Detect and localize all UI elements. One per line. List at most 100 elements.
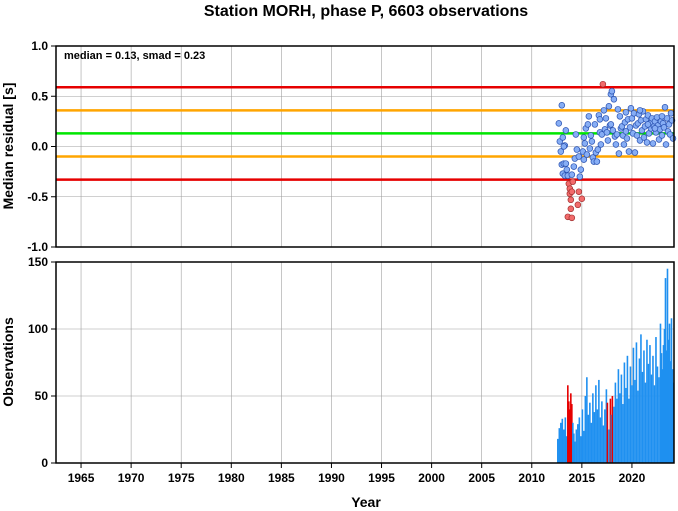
observation-bar <box>604 409 606 463</box>
residual-point <box>662 141 670 148</box>
observations-y-tick-label: 150 <box>28 255 48 269</box>
observation-bar <box>573 433 575 463</box>
observation-bar <box>602 425 605 463</box>
year-x-tick-label: 2020 <box>619 471 646 485</box>
observation-bar <box>669 361 672 463</box>
outlier-observation-bar <box>569 409 571 463</box>
residual-point <box>580 134 588 141</box>
residual-point <box>660 124 668 131</box>
residual-point <box>633 132 641 139</box>
observations-frame <box>55 261 675 464</box>
residual-point <box>625 148 633 155</box>
observation-bar <box>593 412 596 463</box>
residual-point <box>607 121 615 128</box>
observation-bar <box>660 353 663 463</box>
outlier-point <box>569 178 577 185</box>
observation-bar <box>577 424 579 463</box>
residual-point <box>669 135 677 142</box>
residual-y-tick-label: -0.5 <box>27 190 48 204</box>
outlier-point <box>568 214 576 222</box>
outlier-observation-bar <box>571 404 573 463</box>
observation-bar <box>586 377 588 463</box>
observation-bar <box>670 318 673 463</box>
year-x-tick-label: 1995 <box>368 471 395 485</box>
year-x-tick-label: 1975 <box>168 471 195 485</box>
observation-bar <box>564 417 567 463</box>
residual-point <box>563 166 571 173</box>
observation-bar <box>599 417 602 463</box>
observations-y-tick-label: 0 <box>41 456 48 470</box>
outlier-point <box>567 205 575 213</box>
observation-bar <box>663 329 666 463</box>
observation-bar <box>589 402 591 463</box>
residual-point <box>626 124 634 131</box>
observations-panel: 150 100 50 0 1965 1970 1975 1980 1985 1990 1995 20… <box>0 255 675 510</box>
residual-point <box>612 141 620 148</box>
observations-y-ticks: 150 100 50 0 <box>28 255 56 470</box>
observation-bar <box>652 355 654 463</box>
observation-bar <box>617 369 620 463</box>
outlier-observation-bar <box>611 396 614 463</box>
residual-point <box>559 134 567 141</box>
observation-bar <box>662 345 665 463</box>
observations-grid <box>56 261 674 464</box>
outlier-observation-bar <box>570 393 572 463</box>
outlier-observation-bar <box>606 402 609 463</box>
residual-point <box>602 115 610 122</box>
observation-bar <box>631 385 633 463</box>
year-x-tick-label: 2015 <box>568 471 595 485</box>
outlier-point <box>574 201 582 209</box>
residual-point <box>615 150 623 157</box>
residual-point <box>557 148 565 155</box>
observation-bar <box>590 422 593 463</box>
residual-point <box>581 140 589 147</box>
observation-bar <box>665 350 668 463</box>
residual-point <box>555 120 563 127</box>
observation-bar <box>629 366 632 463</box>
observation-bar <box>561 418 564 463</box>
residual-y-ticks: 1.0 0.5 0.0 -0.5 -1.0 <box>27 39 56 254</box>
year-x-tick-label: 2010 <box>518 471 545 485</box>
residual-point <box>594 146 602 153</box>
observation-bar <box>584 396 587 463</box>
residual-point <box>667 110 675 117</box>
year-x-tick-label: 1965 <box>68 471 95 485</box>
residual-point <box>661 104 669 111</box>
observations-y-tick-label: 100 <box>28 322 48 336</box>
outlier-point <box>568 188 576 195</box>
residual-point <box>585 113 593 120</box>
observation-bar <box>664 278 667 463</box>
observation-bar <box>601 401 603 463</box>
residual-point <box>583 151 591 158</box>
residual-grid <box>56 45 674 248</box>
year-x-tick-label: 2005 <box>468 471 495 485</box>
residual-point <box>570 163 578 170</box>
observation-bar <box>650 374 653 463</box>
observation-bar <box>566 436 568 463</box>
outlier-point <box>578 195 586 203</box>
residual-point <box>644 121 652 128</box>
observation-bar <box>637 390 639 463</box>
outlier-observation-bar <box>568 401 570 463</box>
residual-point <box>658 113 666 120</box>
residual-point <box>572 131 580 138</box>
residual-point <box>591 121 599 128</box>
residual-point <box>577 166 585 173</box>
residual-point <box>604 137 612 144</box>
residual-point <box>643 139 651 146</box>
observation-bar <box>580 436 582 463</box>
observation-bar <box>632 347 635 463</box>
residual-point <box>576 173 584 180</box>
outlier-point <box>567 196 575 204</box>
observation-bar <box>596 409 599 463</box>
residual-point <box>622 128 630 135</box>
residual-point <box>558 102 566 109</box>
outlier-point <box>599 80 607 88</box>
residual-point <box>622 109 630 116</box>
year-x-ticks: 1965 1970 1975 1980 1985 1990 1995 2000 2005 2010… <box>68 463 646 485</box>
year-x-tick-label: 1985 <box>268 471 295 485</box>
residual-point <box>568 171 576 178</box>
residual-point <box>603 129 611 136</box>
observation-bar <box>653 385 656 463</box>
